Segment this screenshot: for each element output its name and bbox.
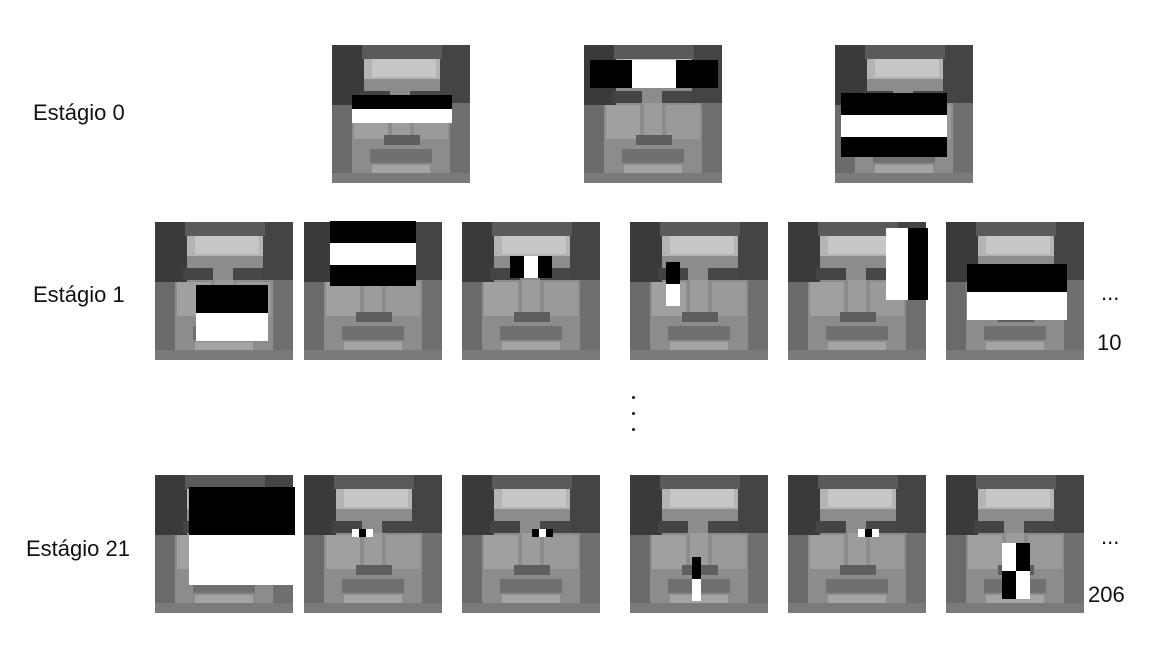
stage-21-face-2 [304,475,442,613]
stage-1-feature-count: 10 [1097,330,1122,355]
stage-0-face-2 [584,45,722,183]
stage-21-face-6 [946,475,1084,613]
face-image [630,222,768,360]
feature-dark-region [841,137,947,157]
feature-dark-region [189,487,295,535]
feature-light-region [666,284,680,306]
feature-dark-region [538,256,552,278]
feature-light-region [886,228,908,300]
stage-1-face-4 [630,222,768,360]
stage-21-label: Estágio 21 [26,536,130,561]
stage-21-ellipsis: ... [1101,524,1120,549]
feature-light-region [632,60,676,88]
stage-0-face-3 [835,45,973,183]
feature-light-region [1016,571,1030,599]
feature-dark-region [510,256,524,278]
stage-1-face-2 [304,221,442,360]
feature-dark-region [967,264,1067,292]
feature-light-region [330,243,416,265]
stage-1-ellipsis: ... [1101,280,1120,305]
feature-dark-region [590,60,632,88]
feature-light-region [352,109,452,123]
stage-1-label: Estágio 1 [33,282,125,307]
stage-1-face-6 [946,222,1084,360]
feature-dark-region [546,529,553,537]
feature-light-region [858,529,865,537]
feature-dark-region [359,529,366,537]
feature-dark-region [196,285,268,313]
feature-dark-region [908,228,928,300]
feature-light-region [366,529,373,537]
feature-dark-region [330,265,416,286]
stage-21-face-4 [630,475,768,613]
feature-dark-region [676,60,718,88]
stage-0-label: Estágio 0 [33,100,125,125]
feature-light-region [352,529,359,537]
face-image [304,475,442,613]
feature-light-region [872,529,879,537]
stage-21-feature-count: 206 [1088,582,1125,607]
stage-21-face-1 [155,475,295,613]
vertical-ellipsis [629,396,637,440]
feature-light-region [1002,543,1016,571]
stage-21-face-5 [788,475,926,613]
stage-1-face-3 [462,222,600,360]
feature-dark-region [841,93,947,115]
feature-light-region [189,535,293,585]
feature-dark-region [352,95,452,109]
feature-light-region [196,313,268,341]
feature-dark-region [1016,543,1030,571]
stage-1-face-1 [155,222,293,360]
stage-0-face-1 [332,45,470,183]
feature-light-region [539,529,546,537]
feature-light-region [841,115,947,137]
feature-light-region [692,579,701,601]
feature-light-region [524,256,538,278]
face-image [462,222,600,360]
stage-1-face-5 [788,222,928,360]
face-image [462,475,600,613]
feature-light-region [967,292,1067,320]
feature-dark-region [666,262,680,284]
stage-21-face-3 [462,475,600,613]
feature-dark-region [330,221,416,243]
feature-dark-region [1002,571,1016,599]
feature-dark-region [865,529,872,537]
feature-dark-region [532,529,539,537]
face-image [788,475,926,613]
feature-dark-region [692,557,701,579]
